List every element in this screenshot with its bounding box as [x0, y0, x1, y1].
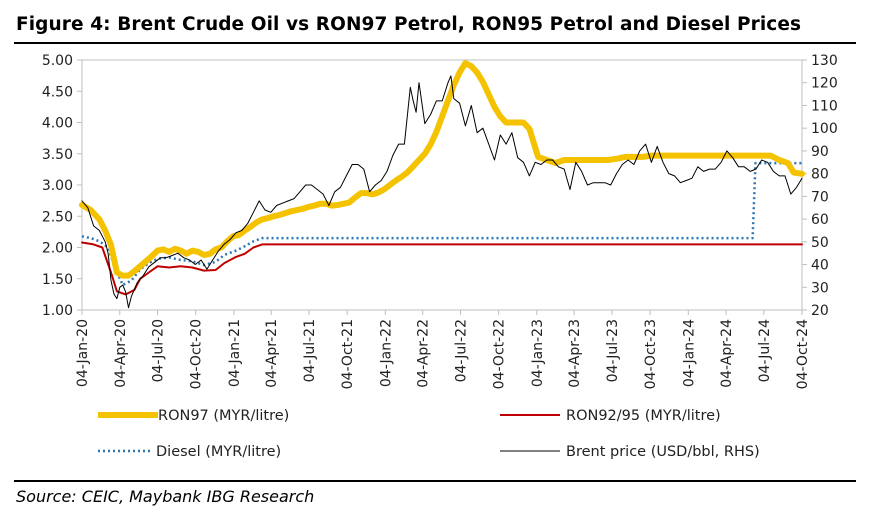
- legend: RON97 (MYR/litre) RON92/95 (MYR/litre) Die…: [98, 408, 760, 460]
- x-tick-label: 04-Apr-22: [416, 319, 432, 388]
- y-tick-label: 1.00: [42, 303, 73, 319]
- y2-tick-label: 120: [811, 76, 838, 92]
- y2-tick-label: 50: [811, 235, 829, 251]
- x-tick-label: 04-Jul-23: [605, 319, 621, 382]
- legend-label: Diesel (MYR/litre): [156, 444, 281, 460]
- y2-tick-label: 30: [811, 280, 829, 296]
- legend-label: RON92/95 (MYR/litre): [566, 408, 721, 424]
- x-tick-label: 04-Oct-24: [795, 319, 811, 389]
- series-line-1: [81, 241, 803, 296]
- y2-tick-label: 20: [811, 303, 829, 319]
- chart: 5.00 4.50 4.00 3.50 3.00 2.50 2.00 1.50 1.00 130…: [42, 53, 838, 460]
- series-line-3: [81, 75, 803, 309]
- x-tick-label: 04-Jan-21: [227, 319, 243, 387]
- y2-tick-label: 40: [811, 258, 829, 274]
- y-tick-label: 4.50: [42, 84, 73, 100]
- y-tick-label: 2.50: [42, 209, 73, 225]
- y-tick-label: 5.00: [42, 53, 73, 69]
- x-tick-label: 04-Apr-21: [264, 319, 280, 388]
- x-tick-label: 04-Jan-20: [75, 319, 91, 387]
- source-note: Source: CEIC, Maybank IBG Research: [16, 487, 315, 506]
- x-tick-label: 04-Jul-24: [757, 319, 773, 382]
- x-tick-label: 04-Jul-21: [302, 319, 318, 382]
- x-tick-label: 04-Oct-23: [643, 319, 659, 389]
- series-line-2: [81, 161, 802, 287]
- legend-label: Brent price (USD/bbl, RHS): [566, 444, 760, 460]
- series-line-0: [79, 60, 805, 279]
- x-tick-label: 04-Oct-21: [340, 319, 356, 389]
- left-axis: 5.00 4.50 4.00 3.50 3.00 2.50 2.00 1.50 1.00: [42, 53, 82, 319]
- x-tick-label: 04-Jan-22: [378, 319, 394, 387]
- y2-tick-label: 130: [811, 53, 838, 69]
- y2-tick-label: 80: [811, 167, 829, 183]
- y2-tick-label: 100: [811, 121, 838, 137]
- right-axis: 130 120 110 100 90 80 70 60 50 40 30 20: [802, 53, 838, 319]
- y-tick-label: 1.50: [42, 272, 73, 288]
- y-tick-label: 3.50: [42, 147, 73, 163]
- x-tick-label: 04-Jan-23: [530, 319, 546, 387]
- legend-label: RON97 (MYR/litre): [158, 408, 289, 424]
- x-tick-label: 04-Jul-20: [151, 319, 167, 382]
- chart-title: Figure 4: Brent Crude Oil vs RON97 Petro…: [16, 14, 802, 35]
- x-tick-label: 04-Jan-24: [681, 319, 697, 387]
- x-tick-label: 04-Apr-24: [719, 319, 735, 388]
- y-tick-label: 4.00: [42, 116, 73, 132]
- title-divider: [14, 42, 856, 44]
- y2-tick-label: 70: [811, 189, 829, 205]
- x-tick-label: 04-Apr-20: [113, 319, 129, 388]
- y-tick-label: 2.00: [42, 241, 73, 257]
- x-tick-label: 04-Oct-20: [189, 319, 205, 389]
- y2-tick-label: 90: [811, 144, 829, 160]
- y2-tick-label: 110: [811, 98, 838, 114]
- x-tick-label: 04-Jul-22: [453, 319, 469, 382]
- source-divider: [14, 480, 856, 482]
- y2-tick-label: 60: [811, 212, 829, 228]
- plot-area: [79, 60, 805, 309]
- y-tick-label: 3.00: [42, 178, 73, 194]
- plot-frame: [81, 59, 803, 311]
- x-tick-label: 04-Apr-23: [567, 319, 583, 388]
- x-axis: 04-Jan-20 04-Apr-20 04-Jul-20 04-Oct-20 04-J…: [75, 310, 811, 389]
- x-tick-label: 04-Oct-22: [492, 319, 508, 389]
